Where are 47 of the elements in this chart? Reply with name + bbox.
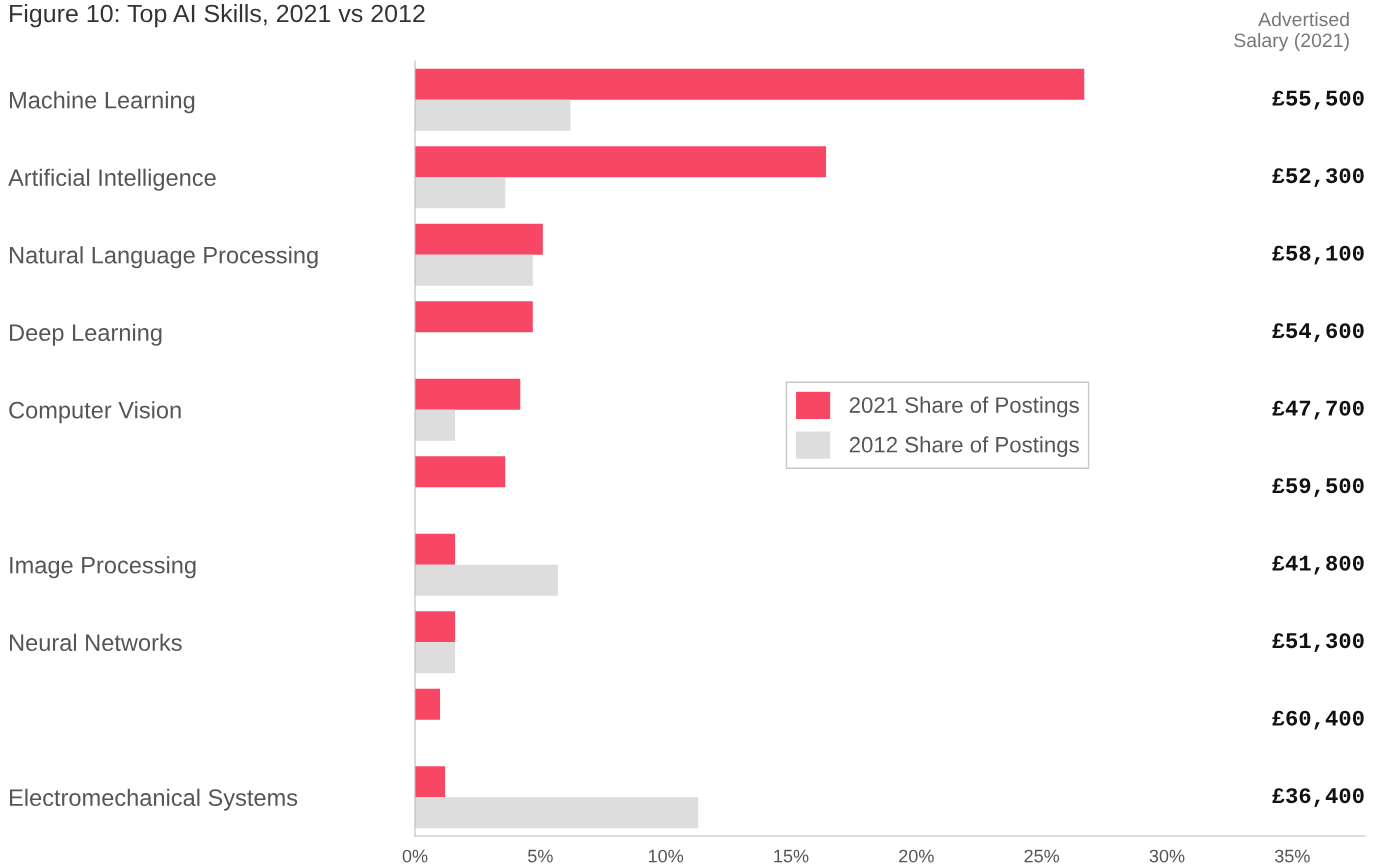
- bar: [415, 301, 533, 333]
- x-tick-label: 30%: [1149, 849, 1185, 863]
- y-tick-label: Machine Learning: [9, 91, 195, 114]
- x-tick-label: 25%: [1024, 849, 1060, 863]
- y-tick-label: Computer Vision: [9, 401, 181, 424]
- bar: [415, 533, 456, 565]
- annotation: £55,500: [1272, 90, 1364, 110]
- x-tick-label: 10%: [648, 849, 684, 863]
- annotation: £36,400: [1272, 788, 1364, 807]
- bar: [415, 68, 1085, 100]
- text: Advertised Salary (2021): [1234, 12, 1349, 52]
- bar: [415, 378, 521, 410]
- bar: [415, 564, 558, 596]
- annotation: £41,800: [1272, 555, 1364, 575]
- annotation: £59,500: [1272, 478, 1364, 497]
- y-tick-label: Neural Networks: [9, 633, 182, 652]
- annotation: £58,100: [1272, 245, 1364, 265]
- bar: [415, 611, 456, 643]
- annotation: £47,700: [1272, 400, 1364, 420]
- x-tick-label: 0%: [402, 849, 428, 863]
- x-tick-label: 20%: [899, 849, 934, 863]
- y-tick-label: Natural Language Processing: [9, 246, 318, 269]
- bar: [415, 797, 699, 829]
- x-tick-label: 35%: [1274, 849, 1310, 863]
- bar: [415, 456, 506, 488]
- y-tick-label: Image Processing: [10, 556, 196, 579]
- bar: [415, 642, 456, 674]
- bar: [415, 254, 533, 286]
- annotation: £54,600: [1272, 323, 1364, 342]
- x-tick-label: 5%: [528, 849, 553, 863]
- bar: [415, 99, 571, 131]
- legend-label: 2012 Share of Postings: [849, 436, 1079, 457]
- annotation: £60,400: [1272, 710, 1364, 730]
- x-tick-label: 15%: [774, 849, 809, 863]
- bar: [415, 409, 456, 441]
- bar: [415, 688, 441, 720]
- y-tick-label: Electromechanical Systems: [9, 788, 298, 811]
- y-tick-label: Deep Learning: [9, 323, 162, 346]
- chart-title: Figure 10: Top AI Skills, 2021 vs 2012: [10, 4, 425, 28]
- legend-label: 2021 Share of Postings: [849, 396, 1079, 418]
- bar: [415, 146, 827, 178]
- bar: [415, 177, 506, 209]
- annotation: £52,300: [1272, 168, 1364, 187]
- bar: [415, 223, 543, 255]
- bar: [415, 766, 446, 798]
- annotation: £51,300: [1272, 633, 1364, 652]
- y-tick-label: Artificial Intelligence: [8, 168, 216, 191]
